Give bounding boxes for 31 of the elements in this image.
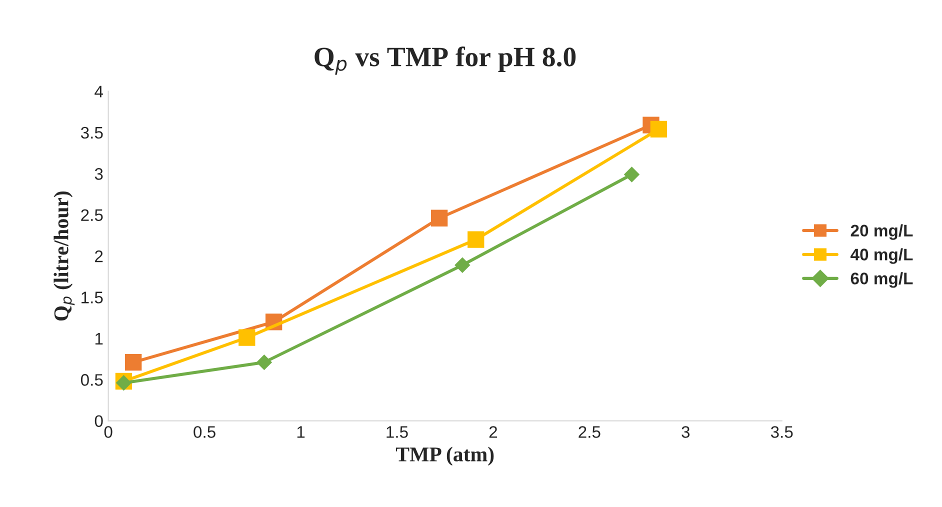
x-tick-label: 1 xyxy=(297,426,305,438)
x-axis-title: TMP (atm) xyxy=(396,446,494,466)
y-tick-label: 2 xyxy=(95,250,103,262)
y-tick-label: 1 xyxy=(95,332,103,344)
legend-label: 60 mg/L xyxy=(850,272,913,288)
y-tick-label: 3.5 xyxy=(80,126,103,139)
point xyxy=(125,354,142,371)
legend-label: 20 mg/L xyxy=(850,224,913,240)
y-tick-label: 0.5 xyxy=(80,374,103,386)
point xyxy=(468,231,484,248)
point xyxy=(454,258,470,273)
x-tick-label: 2.5 xyxy=(578,426,600,438)
point xyxy=(624,166,640,182)
point xyxy=(238,329,256,346)
legend-label: 40 mg/L xyxy=(850,248,913,264)
point xyxy=(650,120,668,138)
x-tick-label: 1.5 xyxy=(386,426,408,438)
y-tick-label: 1.5 xyxy=(82,292,103,304)
x-tick-label: 0.5 xyxy=(194,426,216,438)
point xyxy=(430,210,448,226)
y-tick-label: 3 xyxy=(94,168,103,180)
y-tick-label: 0 xyxy=(94,415,103,428)
chart-title: Q$_{p}$ vs TMP for pH 8.0 xyxy=(314,46,576,75)
x-tick-label: 3 xyxy=(682,426,690,438)
y-tick-label: 4 xyxy=(94,86,103,98)
x-tick-label: 3.5 xyxy=(770,426,793,438)
x-tick-label: 0 xyxy=(104,426,112,438)
y-axis-title: Q$_{p}$ (litre/hour) xyxy=(54,192,75,321)
point xyxy=(256,354,272,370)
x-tick-label: 2 xyxy=(489,426,497,438)
y-tick-label: 2.5 xyxy=(81,209,103,222)
